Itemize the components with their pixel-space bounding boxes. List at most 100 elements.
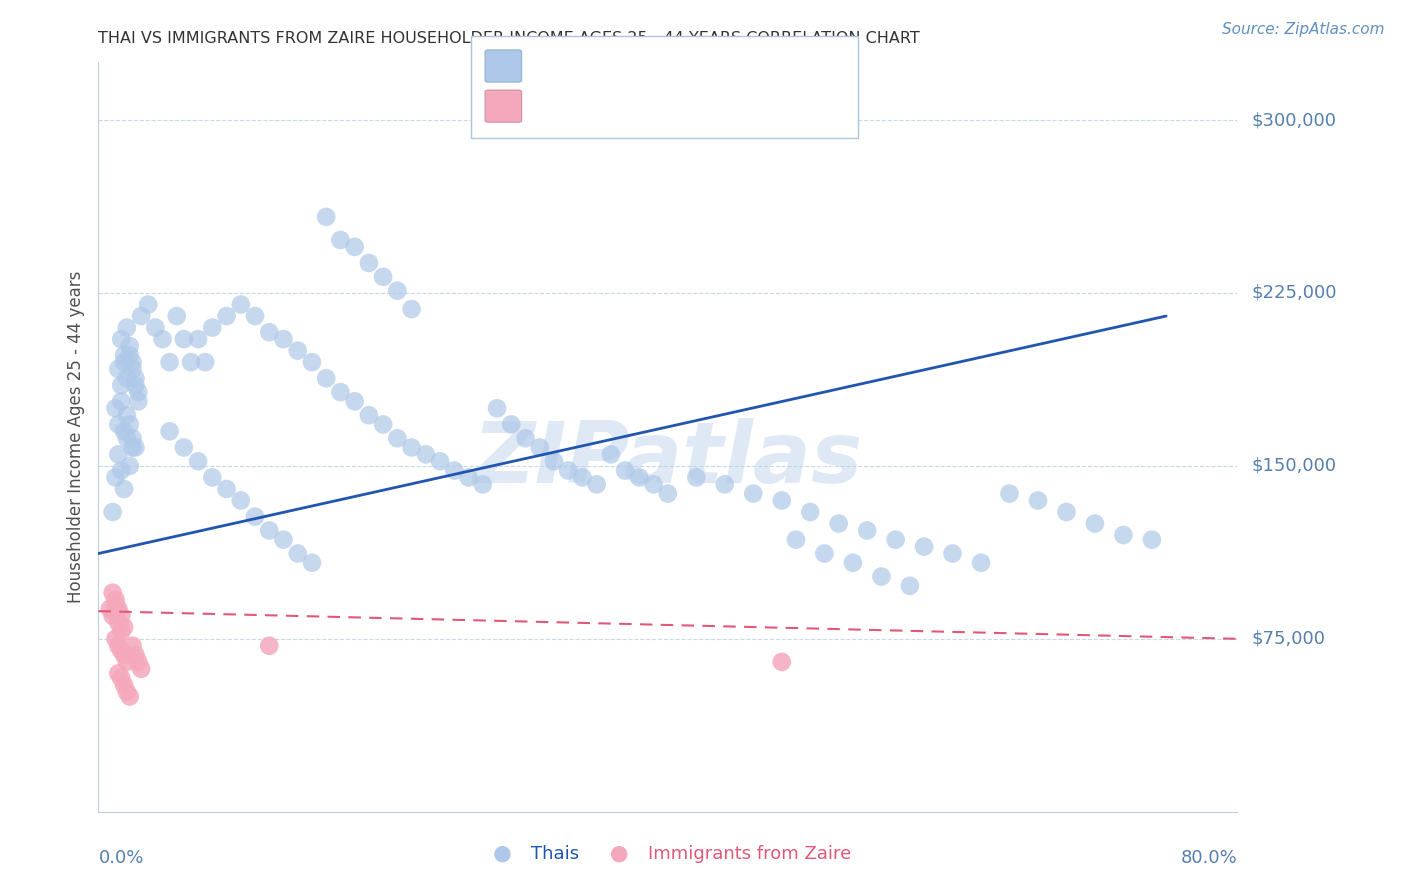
- Point: [121, 441, 143, 455]
- Point: [870, 569, 893, 583]
- Point: [110, 463, 132, 477]
- Point: [115, 371, 138, 385]
- Point: [628, 470, 651, 484]
- Point: [112, 482, 135, 496]
- Point: [159, 425, 181, 439]
- Point: [259, 524, 281, 538]
- Point: [501, 417, 523, 432]
- Point: [287, 343, 309, 358]
- Point: [98, 602, 121, 616]
- Point: [127, 385, 149, 400]
- Point: [101, 505, 124, 519]
- Point: [585, 477, 607, 491]
- Point: [107, 602, 129, 616]
- Point: [912, 540, 935, 554]
- Point: [187, 454, 209, 468]
- Point: [121, 431, 143, 445]
- Point: [127, 655, 149, 669]
- Point: [201, 320, 224, 334]
- Point: [443, 463, 465, 477]
- Text: $75,000: $75,000: [1251, 630, 1326, 648]
- Point: [1112, 528, 1135, 542]
- Point: [229, 493, 252, 508]
- Point: [229, 297, 252, 311]
- Point: [112, 620, 135, 634]
- Point: [828, 516, 851, 531]
- Point: [166, 309, 188, 323]
- Text: R = -0.063   N = 26: R = -0.063 N = 26: [530, 97, 730, 115]
- Point: [571, 470, 593, 484]
- Point: [121, 355, 143, 369]
- Point: [112, 348, 135, 362]
- Text: 80.0%: 80.0%: [1181, 849, 1237, 867]
- Point: [529, 441, 551, 455]
- Point: [273, 332, 295, 346]
- Point: [429, 454, 451, 468]
- Point: [357, 408, 380, 422]
- Point: [557, 463, 579, 477]
- Point: [471, 477, 494, 491]
- Point: [657, 486, 679, 500]
- Point: [124, 648, 146, 662]
- Text: $300,000: $300,000: [1251, 112, 1336, 129]
- Point: [118, 339, 141, 353]
- Point: [373, 269, 395, 284]
- Point: [515, 431, 537, 445]
- Point: [107, 362, 129, 376]
- Point: [180, 355, 202, 369]
- Point: [1140, 533, 1163, 547]
- Point: [301, 355, 323, 369]
- Point: [104, 470, 127, 484]
- Point: [136, 297, 159, 311]
- Legend: Thais, Immigrants from Zaire: Thais, Immigrants from Zaire: [477, 838, 859, 870]
- Point: [486, 401, 509, 416]
- Point: [215, 309, 238, 323]
- Point: [215, 482, 238, 496]
- Point: [127, 394, 149, 409]
- Point: [129, 309, 152, 323]
- Point: [159, 355, 181, 369]
- Point: [124, 441, 146, 455]
- Text: $150,000: $150,000: [1251, 457, 1336, 475]
- Point: [942, 547, 965, 561]
- Point: [343, 240, 366, 254]
- Point: [118, 690, 141, 704]
- Point: [107, 639, 129, 653]
- Point: [129, 662, 152, 676]
- Point: [173, 332, 195, 346]
- Point: [401, 302, 423, 317]
- Point: [112, 355, 135, 369]
- Point: [110, 378, 132, 392]
- Point: [329, 385, 352, 400]
- Point: [201, 470, 224, 484]
- Point: [104, 401, 127, 416]
- Point: [614, 463, 637, 477]
- Text: 0.0%: 0.0%: [98, 849, 143, 867]
- Point: [1026, 493, 1049, 508]
- Point: [121, 639, 143, 653]
- Point: [115, 685, 138, 699]
- Point: [112, 678, 135, 692]
- Point: [118, 417, 141, 432]
- Point: [301, 556, 323, 570]
- Point: [145, 320, 167, 334]
- Point: [401, 441, 423, 455]
- Point: [112, 648, 135, 662]
- Point: [543, 454, 565, 468]
- Point: [118, 458, 141, 473]
- Point: [152, 332, 174, 346]
- Point: [742, 486, 765, 500]
- Point: [970, 556, 993, 570]
- Point: [643, 477, 665, 491]
- Text: $225,000: $225,000: [1251, 284, 1337, 302]
- Point: [173, 441, 195, 455]
- Point: [110, 608, 132, 623]
- Point: [770, 493, 793, 508]
- Point: [194, 355, 217, 369]
- Point: [287, 547, 309, 561]
- Point: [110, 643, 132, 657]
- Point: [107, 615, 129, 630]
- Text: Source: ZipAtlas.com: Source: ZipAtlas.com: [1222, 22, 1385, 37]
- Point: [1056, 505, 1078, 519]
- Point: [243, 309, 266, 323]
